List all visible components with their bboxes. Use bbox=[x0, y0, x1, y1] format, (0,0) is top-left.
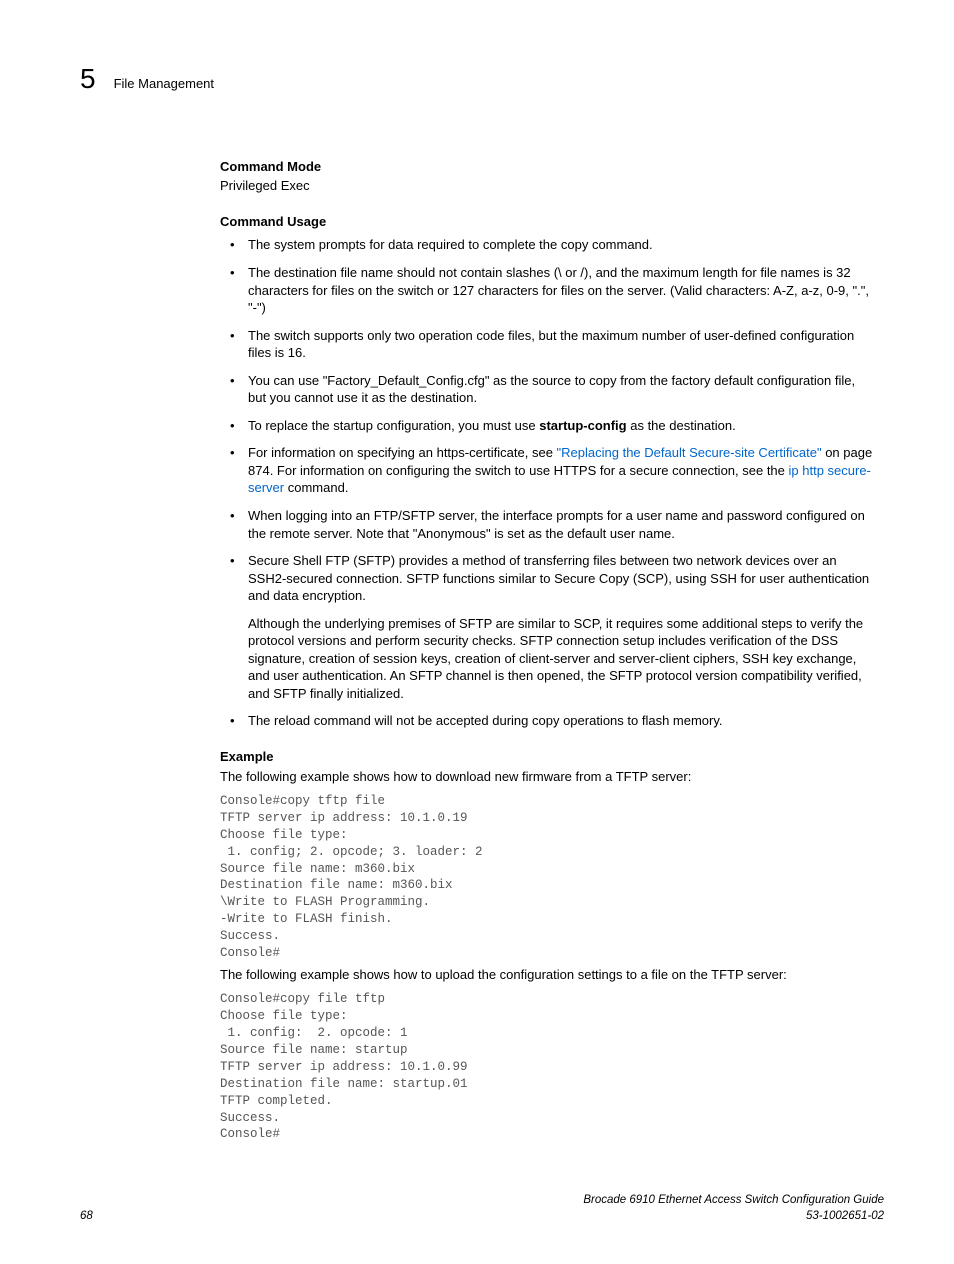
text: For information on specifying an https-c… bbox=[248, 445, 557, 460]
example-lead-text: The following example shows how to uploa… bbox=[220, 966, 874, 984]
chapter-number: 5 bbox=[80, 60, 96, 98]
list-item: Secure Shell FTP (SFTP) provides a metho… bbox=[220, 552, 874, 702]
command-mode-text: Privileged Exec bbox=[220, 177, 874, 195]
code-block: Console#copy file tftp Choose file type:… bbox=[220, 991, 874, 1143]
doc-number: 53-1002651-02 bbox=[583, 1209, 884, 1225]
bold-text: startup-config bbox=[539, 418, 626, 433]
list-item: The system prompts for data required to … bbox=[220, 236, 874, 254]
page-content: Command Mode Privileged Exec Command Usa… bbox=[220, 158, 874, 1143]
command-usage-heading: Command Usage bbox=[220, 213, 874, 231]
list-item: The reload command will not be accepted … bbox=[220, 712, 874, 730]
page-number: 68 bbox=[80, 1209, 93, 1225]
text: as the destination. bbox=[627, 418, 736, 433]
footer-doc-info: Brocade 6910 Ethernet Access Switch Conf… bbox=[583, 1193, 884, 1224]
cross-reference-link[interactable]: "Replacing the Default Secure-site Certi… bbox=[557, 445, 822, 460]
list-item: When logging into an FTP/SFTP server, th… bbox=[220, 507, 874, 542]
page-footer: 68 Brocade 6910 Ethernet Access Switch C… bbox=[80, 1193, 884, 1224]
command-mode-heading: Command Mode bbox=[220, 158, 874, 176]
chapter-title: File Management bbox=[114, 75, 214, 93]
text: Secure Shell FTP (SFTP) provides a metho… bbox=[248, 553, 869, 603]
example-heading: Example bbox=[220, 748, 874, 766]
page-header: 5 File Management bbox=[80, 60, 884, 98]
list-item: The switch supports only two operation c… bbox=[220, 327, 874, 362]
list-item: To replace the startup configuration, yo… bbox=[220, 417, 874, 435]
code-block: Console#copy tftp file TFTP server ip ad… bbox=[220, 793, 874, 962]
text: To replace the startup configuration, yo… bbox=[248, 418, 539, 433]
doc-title: Brocade 6910 Ethernet Access Switch Conf… bbox=[583, 1193, 884, 1209]
list-item: For information on specifying an https-c… bbox=[220, 444, 874, 497]
list-item: The destination file name should not con… bbox=[220, 264, 874, 317]
example-lead-text: The following example shows how to downl… bbox=[220, 768, 874, 786]
sub-paragraph: Although the underlying premises of SFTP… bbox=[248, 615, 874, 703]
list-item: You can use "Factory_Default_Config.cfg"… bbox=[220, 372, 874, 407]
text: command. bbox=[284, 480, 348, 495]
command-usage-list: The system prompts for data required to … bbox=[220, 236, 874, 730]
